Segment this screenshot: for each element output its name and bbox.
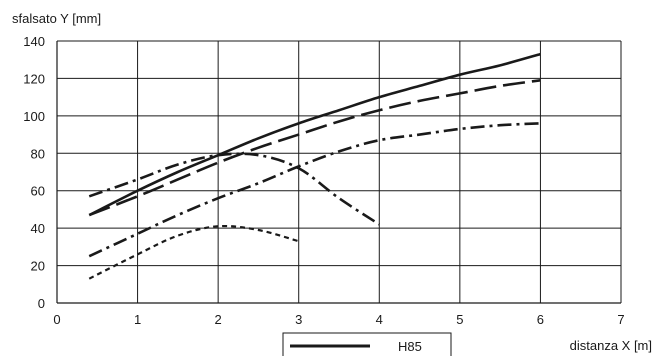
y-tick-label: 80: [31, 146, 45, 161]
y-tick-label: 20: [31, 259, 45, 274]
x-axis-title: distanza X [m]: [570, 338, 652, 353]
y-axis-title: sfalsato Y [mm]: [12, 11, 101, 26]
series-group: [88, 52, 541, 280]
x-tick-label: 2: [215, 312, 222, 327]
x-tick-label: 0: [53, 312, 60, 327]
series-line-2: [88, 122, 541, 258]
y-tick-label: 40: [31, 221, 45, 236]
x-tick-label: 4: [376, 312, 383, 327]
x-tick-label: 6: [537, 312, 544, 327]
x-tick-label: 1: [134, 312, 141, 327]
series-line-0: [88, 52, 541, 217]
y-tick-label: 100: [23, 109, 45, 124]
series-line-1: [88, 79, 541, 217]
series-line-3: [88, 152, 380, 226]
legend-label: H85: [398, 339, 422, 354]
x-tick-label: 5: [456, 312, 463, 327]
y-tick-label: 0: [38, 296, 45, 311]
y-tick-label: 140: [23, 34, 45, 49]
tick-labels: 0 1 2 3 4 5 6 7 0 20 40 60 80 100 120 140: [23, 34, 624, 327]
legend: H85: [282, 332, 452, 356]
y-tick-label: 60: [31, 184, 45, 199]
x-tick-label: 7: [617, 312, 624, 327]
grid: [56, 40, 622, 304]
x-tick-label: 3: [295, 312, 302, 327]
y-tick-label: 120: [23, 71, 45, 86]
series-line-4: [88, 224, 300, 280]
